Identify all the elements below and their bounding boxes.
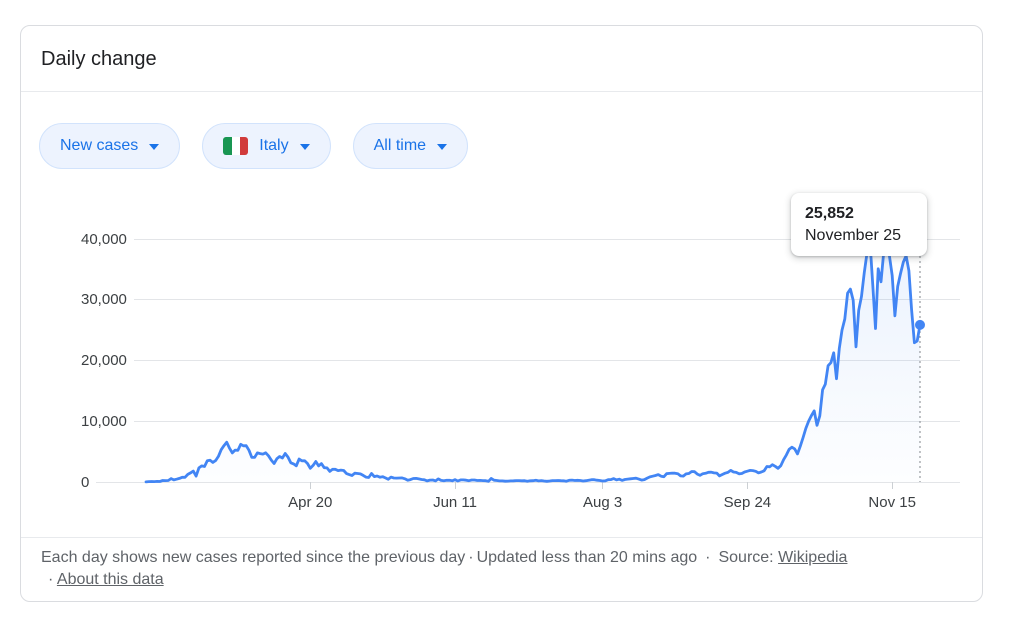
card-title: Daily change xyxy=(41,48,157,70)
metric-dropdown-label: New cases xyxy=(60,137,139,154)
x-axis-label: Jun 11 xyxy=(433,494,477,511)
y-gridline: 30,000 xyxy=(81,290,960,310)
region-dropdown[interactable]: Italy xyxy=(202,123,331,169)
x-axis-label: Sep 24 xyxy=(723,494,772,511)
y-axis-label: 10,000 xyxy=(81,412,127,430)
time-range-dropdown-label: All time xyxy=(373,137,427,154)
x-axis-tick xyxy=(746,482,748,489)
x-axis-tick xyxy=(309,482,311,489)
cases-line xyxy=(144,232,922,484)
y-gridline: 40,000 xyxy=(81,229,960,249)
x-axis-label: Aug 3 xyxy=(582,494,623,511)
y-gridline: 10,000 xyxy=(81,411,960,431)
y-axis-label: 20,000 xyxy=(81,352,127,369)
chevron-down-icon xyxy=(149,144,160,150)
italy-flag-icon xyxy=(223,137,249,155)
x-axis-label: Nov 15 xyxy=(868,494,916,511)
tooltip-date: November 25 xyxy=(805,227,902,244)
card-header: Daily change xyxy=(21,26,982,92)
footer-description: Each day shows new cases reported since … xyxy=(41,549,466,566)
footer-line-2: · About this data xyxy=(48,571,164,588)
time-range-dropdown[interactable]: All time xyxy=(352,123,469,169)
cases-area-fill xyxy=(146,233,920,482)
card-footer: Each day shows new cases reported since … xyxy=(21,537,982,601)
wikipedia-link[interactable]: Wikipedia xyxy=(778,549,848,566)
about-this-data-link[interactable]: About this data xyxy=(56,571,164,588)
footer-source-label: Source: xyxy=(718,549,774,566)
latest-point-dot xyxy=(915,319,925,330)
y-axis-label: 40,000 xyxy=(81,230,127,248)
cases-line-chart xyxy=(144,196,925,484)
chart-tooltip: 25,852 November 25 xyxy=(791,193,927,256)
x-axis-tick xyxy=(891,482,893,489)
chevron-down-icon xyxy=(299,144,310,150)
x-axis-tick xyxy=(602,482,604,489)
filter-chips: New cases Italy All time xyxy=(39,123,469,169)
region-dropdown-label: Italy xyxy=(259,137,289,154)
x-axis-tick xyxy=(454,482,456,489)
y-gridline: 20,000 xyxy=(81,351,960,371)
metric-dropdown[interactable]: New cases xyxy=(39,123,181,169)
chevron-down-icon xyxy=(437,144,448,150)
daily-change-card: Daily change New cases Italy All time 0 1… xyxy=(20,25,983,602)
chart-area[interactable]: 0 10,000 20,000 30,000 40,000 Apr 20 Jun 11 Au… xyxy=(21,26,982,601)
footer-updated: Updated less than 20 mins ago xyxy=(476,549,698,566)
y-axis-label: 0 xyxy=(81,473,90,491)
y-axis-label: 30,000 xyxy=(81,291,127,309)
x-axis-label: Apr 20 xyxy=(288,494,333,511)
footer-line-1: Each day shows new cases reported since … xyxy=(41,549,848,566)
tooltip-value: 25,852 xyxy=(805,205,854,222)
